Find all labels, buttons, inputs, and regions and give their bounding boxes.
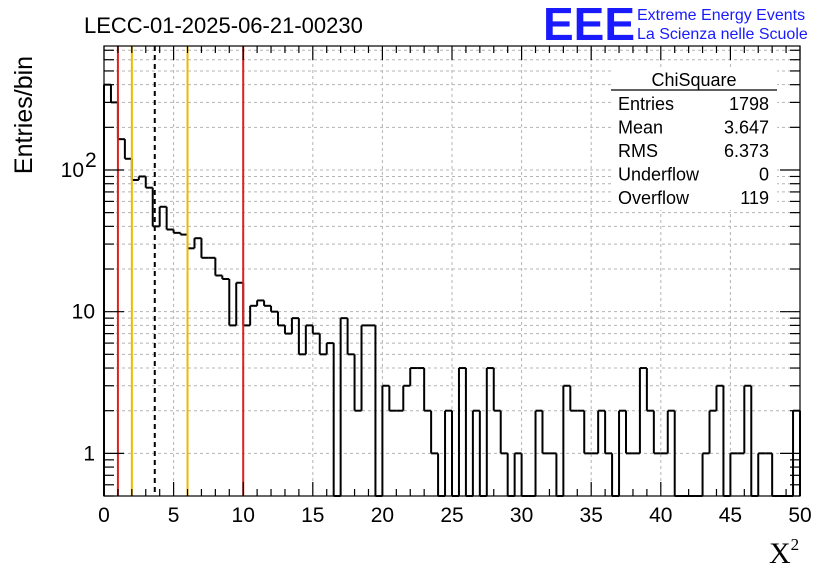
x-tick-label: 25 <box>440 504 463 527</box>
x-tick-label: 20 <box>371 504 394 527</box>
y-tick-label: 10 <box>61 159 84 182</box>
stats-value: 6.373 <box>724 141 769 161</box>
histogram <box>103 83 801 497</box>
grid <box>103 46 801 496</box>
x-axis-title: X2 <box>769 535 799 570</box>
stats-rows: Entries 1798 Mean 3.647 RMS 6.373 Underflow 0 Ov… <box>618 94 769 208</box>
reference-lines <box>116 46 245 496</box>
stats-value: 119 <box>740 188 769 208</box>
x-tick-label: 45 <box>719 504 742 527</box>
stats-value: 3.647 <box>724 118 769 138</box>
x-tick-label: 15 <box>301 504 324 527</box>
stats-title: ChiSquare <box>651 70 736 90</box>
y-tick-label: 10 <box>72 301 95 324</box>
x-tick-label: 10 <box>232 504 255 527</box>
stats-box-bg <box>611 68 777 210</box>
logo-mark: EEE <box>543 0 635 50</box>
y-axis-title: Entries/bin <box>10 56 38 174</box>
stats-label: Overflow <box>618 188 690 208</box>
chart-title: LECC-01-2025-06-21-00230 <box>84 13 363 38</box>
stats-label: Mean <box>618 118 663 138</box>
stats-value: 1798 <box>729 94 769 114</box>
x-axis-title-base: X <box>769 537 791 570</box>
y-tick-label-exponent: 2 <box>85 149 97 172</box>
x-tick-labels: 0 5 10 15 20 25 30 35 40 45 50 <box>98 504 812 527</box>
stats-label: RMS <box>618 141 658 161</box>
stats-label: Underflow <box>618 165 700 185</box>
x-tick-label: 40 <box>649 504 672 527</box>
x-axis-title-superscript: 2 <box>791 535 800 554</box>
y-tick-label: 1 <box>83 442 95 465</box>
logo-line-2: La Scienza nelle Scuole <box>637 26 808 43</box>
x-tick-label: 5 <box>168 504 180 527</box>
x-tick-label: 30 <box>510 504 533 527</box>
x-tick-label: 50 <box>788 504 811 527</box>
x-tick-label: 35 <box>580 504 603 527</box>
logo-line-1: Extreme Energy Events <box>637 7 805 24</box>
axis-ticks <box>103 46 801 497</box>
eee-logo: EEE Extreme Energy Events La Scienza nel… <box>543 0 808 50</box>
stats-label: Entries <box>618 94 674 114</box>
stats-box: ChiSquare Entries 1798 Mean 3.647 RMS 6.373 Un… <box>611 68 777 210</box>
x-tick-label: 0 <box>98 504 110 527</box>
stats-value: 0 <box>759 165 769 185</box>
